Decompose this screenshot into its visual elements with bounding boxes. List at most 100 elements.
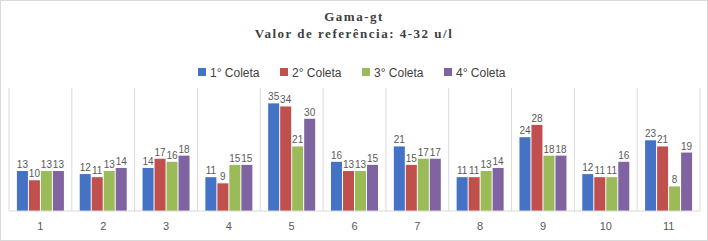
bar: [657, 146, 668, 211]
bar: [594, 177, 605, 211]
bar: [669, 186, 680, 211]
data-label: 17: [418, 147, 430, 158]
category-divider: [71, 88, 72, 211]
data-label: 11: [206, 165, 217, 176]
x-tick-label: 10: [600, 220, 612, 232]
category-divider: [385, 88, 386, 211]
data-label: 14: [142, 156, 154, 167]
data-label: 16: [331, 150, 343, 161]
bar: [268, 103, 279, 211]
data-label: 14: [493, 156, 505, 167]
x-tick-label: 11: [663, 220, 674, 232]
data-label: 15: [406, 153, 418, 164]
bar: [519, 137, 530, 211]
x-tick-label: 8: [477, 220, 483, 232]
data-label: 21: [657, 134, 669, 145]
bar: [41, 171, 52, 211]
category-divider: [197, 88, 198, 211]
data-label: 11: [457, 165, 468, 176]
data-label: 13: [53, 159, 65, 170]
bar: [418, 159, 429, 211]
legend: 1° Coleta 2° Coleta 3° Coleta 4° Coleta: [198, 66, 506, 80]
bar: [355, 171, 366, 211]
data-label: 17: [430, 147, 442, 158]
bar: [645, 140, 656, 211]
data-label: 23: [645, 128, 657, 139]
bar: [343, 171, 354, 211]
data-label: 15: [367, 153, 379, 164]
legend-swatch: [444, 68, 452, 76]
bar: [143, 168, 154, 211]
data-label: 13: [41, 159, 53, 170]
legend-swatch: [198, 68, 206, 76]
bar: [406, 165, 417, 211]
bar: [155, 159, 166, 211]
data-label: 21: [292, 134, 304, 145]
bar: [29, 180, 40, 211]
legend-label: 1° Coleta: [210, 66, 260, 80]
x-axis: [9, 211, 700, 212]
category-divider: [134, 88, 135, 211]
data-labels: 1312141135162111241223101117934131511281…: [17, 91, 693, 185]
bar: [430, 159, 441, 211]
data-label: 35: [268, 91, 280, 102]
x-tick-label: 9: [540, 220, 546, 232]
data-label: 16: [618, 150, 630, 161]
data-label: 19: [681, 141, 693, 152]
data-label: 24: [519, 125, 531, 136]
bar: [457, 177, 468, 211]
x-tick-label: 5: [289, 220, 295, 232]
bar: [80, 174, 91, 211]
bar: [331, 162, 342, 211]
data-label: 18: [543, 144, 555, 155]
legend-label: 2° Coleta: [292, 66, 342, 80]
data-label: 30: [304, 107, 316, 118]
data-label: 14: [116, 156, 128, 167]
bar: [555, 156, 566, 211]
data-label: 28: [531, 113, 543, 124]
legend-swatch: [362, 68, 370, 76]
bar: [167, 162, 178, 211]
data-label: 11: [607, 165, 618, 176]
x-tick-label: 2: [100, 220, 106, 232]
category-divider: [9, 88, 10, 211]
bars: [17, 103, 692, 211]
category-divider: [260, 88, 261, 211]
subtitle: Valor de referência: 4-32 u/l: [255, 26, 454, 41]
legend-label: 4° Coleta: [456, 66, 506, 80]
x-tick-label: 3: [163, 220, 169, 232]
legend-label: 3° Coleta: [374, 66, 424, 80]
data-label: 16: [166, 150, 178, 161]
bar: [241, 165, 252, 211]
bar: [17, 171, 28, 211]
bar: [394, 146, 405, 211]
data-label: 12: [80, 162, 92, 173]
bar: [367, 165, 378, 211]
category-divider: [637, 88, 638, 211]
bar: [292, 146, 303, 211]
chart: Gama-gtValor de referência: 4-32 u/l1° C…: [0, 0, 708, 241]
data-label: 13: [104, 159, 116, 170]
data-label: 12: [582, 162, 594, 173]
bar: [481, 171, 492, 211]
data-label: 15: [229, 153, 241, 164]
category-divider: [448, 88, 449, 211]
bar: [229, 165, 240, 211]
bar: [179, 156, 190, 211]
bar: [469, 177, 480, 211]
bar: [217, 183, 228, 211]
category-divider: [511, 88, 512, 211]
category-divider: [700, 88, 701, 211]
bar: [116, 168, 127, 211]
bar: [681, 153, 692, 211]
data-label: 11: [92, 165, 103, 176]
bar: [531, 125, 542, 211]
x-tick-label: 6: [351, 220, 357, 232]
x-tick-label: 1: [37, 220, 43, 232]
data-label: 34: [280, 94, 292, 105]
data-label: 18: [555, 144, 567, 155]
data-label: 13: [17, 159, 29, 170]
bar: [205, 177, 216, 211]
data-label: 13: [343, 159, 355, 170]
data-label: 18: [178, 144, 190, 155]
